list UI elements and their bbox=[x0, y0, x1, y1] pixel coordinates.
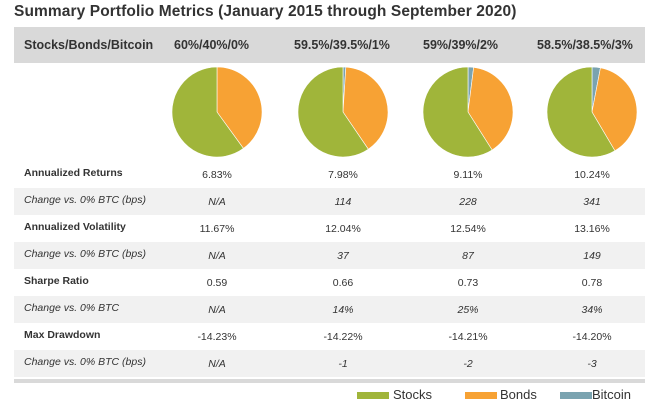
chart-title: Summary Portfolio Metrics (January 2015 … bbox=[14, 3, 517, 20]
header-col-3: 59%/39%/2% bbox=[423, 38, 499, 52]
cell-value: N/A bbox=[208, 358, 226, 370]
cell-value: 12.04% bbox=[325, 223, 361, 235]
pie-chart bbox=[171, 66, 263, 158]
table-row: Sharpe Ratio 0.59 0.66 0.73 0.78 bbox=[14, 269, 645, 296]
pie-slice-stocks bbox=[546, 66, 616, 158]
cell-value: 0.73 bbox=[457, 277, 479, 289]
legend-label-bonds: Bonds bbox=[500, 387, 537, 402]
cell-value: 0.59 bbox=[206, 277, 228, 289]
pie-slice-stocks bbox=[422, 66, 493, 158]
cell-value: N/A bbox=[208, 250, 226, 262]
header-col-2: 59.5%/39.5%/1% bbox=[294, 38, 390, 52]
table-row: Change vs. 0% BTC (bps) N/A -1 -2 -3 bbox=[14, 350, 645, 377]
footer-divider bbox=[14, 379, 645, 383]
cell-value: 7.98% bbox=[328, 169, 358, 181]
pie-chart bbox=[297, 66, 389, 158]
pie-chart bbox=[422, 66, 514, 158]
cell-value: -14.22% bbox=[323, 331, 363, 343]
header-col-1: 60%/40%/0% bbox=[174, 38, 250, 52]
cell-value: 34% bbox=[581, 304, 603, 316]
table-row: Max Drawdown -14.23% -14.22% -14.21% -14.20% bbox=[14, 323, 645, 350]
table-header: Stocks/Bonds/Bitcoin 60%/40%/0% 59.5%/39… bbox=[14, 27, 645, 63]
pie-slice-bonds bbox=[216, 66, 263, 149]
legend-swatch-bonds bbox=[465, 392, 497, 399]
pie-chart bbox=[546, 66, 638, 158]
cell-value: -1 bbox=[338, 358, 348, 370]
cell-value: 87 bbox=[462, 250, 474, 262]
pie-slice-bonds bbox=[591, 67, 638, 152]
cell-value: 341 bbox=[583, 196, 601, 208]
row-label: Sharpe Ratio bbox=[24, 275, 89, 287]
header-col-4: 58.5%/38.5%/3% bbox=[537, 38, 633, 52]
cell-value: -14.21% bbox=[448, 331, 488, 343]
table-row: Annualized Volatility 11.67% 12.04% 12.54% 1… bbox=[14, 215, 645, 242]
pie-slice-stocks bbox=[171, 66, 244, 158]
cell-value: -3 bbox=[587, 358, 597, 370]
header-label: Stocks/Bonds/Bitcoin bbox=[24, 38, 154, 52]
row-label: Change vs. 0% BTC (bps) bbox=[24, 356, 146, 368]
table-row: Change vs. 0% BTC N/A 14% 25% 34% bbox=[14, 296, 645, 323]
legend: Stocks Bonds Bitcoin bbox=[0, 386, 649, 404]
row-label: Change vs. 0% BTC (bps) bbox=[24, 194, 146, 206]
cell-value: N/A bbox=[208, 304, 226, 316]
pie-charts-row bbox=[14, 63, 645, 160]
row-label: Annualized Volatility bbox=[24, 221, 126, 233]
legend-swatch-bitcoin bbox=[560, 392, 592, 399]
row-label: Change vs. 0% BTC bbox=[24, 302, 120, 314]
row-label: Annualized Returns bbox=[24, 167, 123, 179]
pie-slice-stocks bbox=[297, 66, 369, 158]
table-row: Annualized Returns 6.83% 7.98% 9.11% 10.24% bbox=[14, 161, 645, 188]
cell-value: 12.54% bbox=[450, 223, 486, 235]
table-row: Change vs. 0% BTC (bps) N/A 37 87 149 bbox=[14, 242, 645, 269]
cell-value: 149 bbox=[583, 250, 601, 262]
legend-label-stocks: Stocks bbox=[393, 387, 433, 402]
cell-value: 228 bbox=[459, 196, 477, 208]
cell-value: 9.11% bbox=[453, 169, 483, 181]
table-row: Change vs. 0% BTC (bps) N/A 114 228 341 bbox=[14, 188, 645, 215]
cell-value: 10.24% bbox=[574, 169, 610, 181]
cell-value: -2 bbox=[463, 358, 473, 370]
cell-value: 114 bbox=[334, 196, 352, 208]
pie-slice-bonds bbox=[342, 66, 389, 150]
row-label: Change vs. 0% BTC (bps) bbox=[24, 248, 146, 260]
cell-value: -14.23% bbox=[197, 331, 237, 343]
cell-value: 11.67% bbox=[199, 223, 235, 235]
cell-value: 0.78 bbox=[581, 277, 603, 289]
cell-value: 6.83% bbox=[202, 169, 232, 181]
cell-value: N/A bbox=[208, 196, 226, 208]
cell-value: 37 bbox=[337, 250, 349, 262]
legend-label-bitcoin: Bitcoin bbox=[592, 387, 632, 402]
cell-value: 13.16% bbox=[574, 223, 610, 235]
row-label: Max Drawdown bbox=[24, 329, 101, 341]
cell-value: -14.20% bbox=[572, 331, 612, 343]
cell-value: 0.66 bbox=[332, 277, 354, 289]
cell-value: 14% bbox=[332, 304, 354, 316]
legend-swatch-stocks bbox=[357, 392, 389, 399]
cell-value: 25% bbox=[457, 304, 479, 316]
